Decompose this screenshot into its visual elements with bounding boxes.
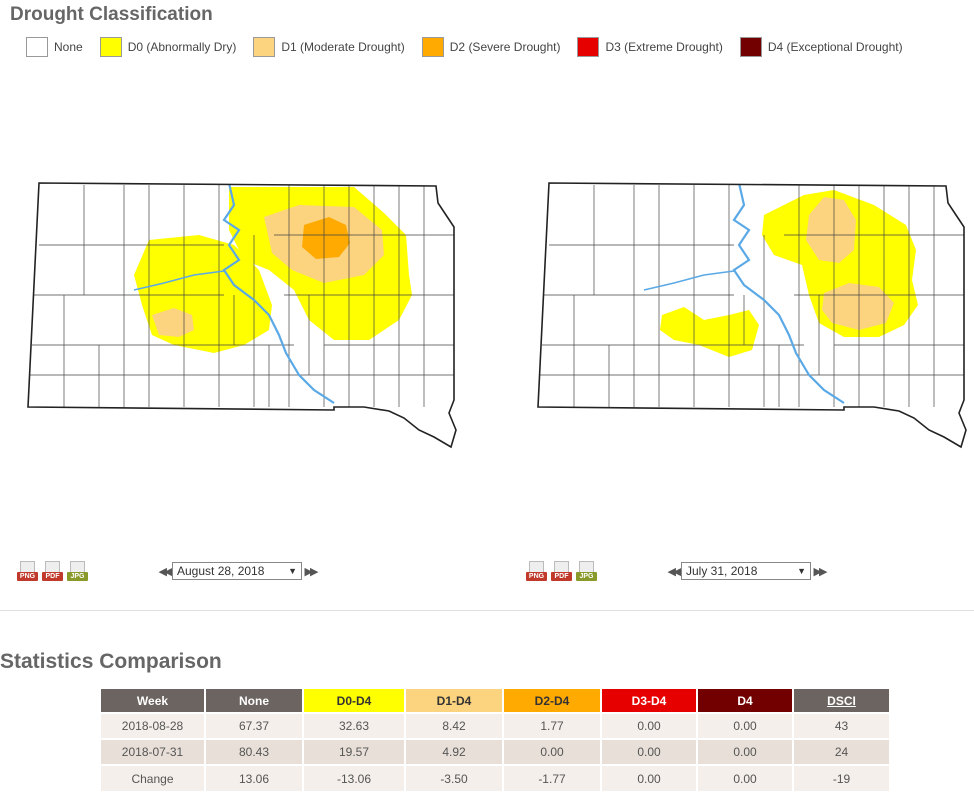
map-controls-previous: PNG PDF JPG ◀◀ July 31, 2018 ▼ ▶▶ — [526, 561, 827, 581]
table-cell: 0.00 — [601, 712, 698, 739]
table-cell: 43 — [793, 712, 891, 739]
header-d3-d4: D3-D4 — [601, 689, 698, 713]
table-cell: 0.00 — [697, 738, 794, 765]
d0-area-west — [660, 307, 759, 357]
chevron-down-icon: ▼ — [288, 566, 297, 576]
table-cell: 0.00 — [601, 738, 698, 765]
prev-week-icon[interactable]: ◀◀ — [667, 565, 682, 578]
prev-week-icon[interactable]: ◀◀ — [158, 565, 173, 578]
map-svg-previous — [537, 182, 967, 449]
download-pdf-icon[interactable]: PDF — [551, 561, 572, 581]
missouri-river — [732, 183, 845, 404]
header-d1-d4: D1-D4 — [405, 689, 504, 713]
legend-item-d3: D3 (Extreme Drought) — [577, 37, 723, 57]
legend-item-d2: D2 (Severe Drought) — [421, 37, 561, 57]
statistics-table: Week None D0-D4 D1-D4 D2-D4 D3-D4 D4 DSC… — [101, 689, 891, 791]
table-cell: 80.43 — [205, 738, 304, 765]
table-cell: 19.57 — [303, 738, 406, 765]
header-d2-d4: D2-D4 — [503, 689, 602, 713]
section-divider — [0, 610, 974, 611]
header-d4: D4 — [697, 689, 794, 713]
county-lines — [30, 185, 454, 407]
drought-map-current — [24, 175, 464, 460]
download-png-icon[interactable]: PNG — [17, 561, 38, 581]
map-svg-current — [27, 182, 457, 449]
legend-item-d4: D4 (Exceptional Drought) — [739, 37, 903, 57]
state-outline-current — [27, 182, 457, 449]
legend-swatch-none — [26, 37, 48, 57]
table-cell: 4.92 — [405, 738, 504, 765]
table-cell: -1.77 — [503, 764, 602, 791]
date-select-current[interactable]: August 28, 2018 ▼ — [172, 562, 302, 580]
drought-legend: None D0 (Abnormally Dry) D1 (Moderate Dr… — [26, 37, 920, 57]
header-dsci-link[interactable]: DSCI — [793, 689, 891, 713]
next-week-icon[interactable]: ▶▶ — [813, 565, 828, 578]
table-cell: Change — [101, 764, 206, 791]
legend-label-d3: D3 (Extreme Drought) — [605, 40, 723, 54]
cheyenne-river — [643, 270, 735, 291]
county-lines — [540, 185, 964, 407]
d1-area-north — [806, 197, 856, 263]
legend-label-d4: D4 (Exceptional Drought) — [767, 40, 903, 54]
cheyenne-river — [133, 270, 225, 291]
legend-label-none: None — [54, 40, 83, 54]
legend-item-none: None — [26, 37, 83, 57]
legend-item-d0: D0 (Abnormally Dry) — [99, 37, 237, 57]
table-cell: 1.77 — [503, 712, 602, 739]
map-controls-current: PNG PDF JPG ◀◀ August 28, 2018 ▼ ▶▶ — [17, 561, 318, 581]
stats-title: Statistics Comparison — [0, 650, 222, 673]
date-select-value: July 31, 2018 — [686, 564, 758, 578]
table-cell: 67.37 — [205, 712, 304, 739]
table-row: 2018-08-28 67.37 32.63 8.42 1.77 0.00 0.… — [101, 712, 891, 739]
page-title: Drought Classification — [10, 4, 213, 25]
next-week-icon[interactable]: ▶▶ — [304, 565, 319, 578]
table-cell: 0.00 — [503, 738, 602, 765]
d2-area — [302, 217, 350, 259]
table-cell: -19 — [793, 764, 891, 791]
table-cell: 2018-07-31 — [101, 738, 206, 765]
download-jpg-icon[interactable]: JPG — [67, 561, 88, 581]
legend-swatch-d2 — [421, 37, 444, 57]
legend-swatch-d1 — [253, 37, 276, 57]
legend-label-d0: D0 (Abnormally Dry) — [127, 40, 237, 54]
table-row: Change 13.06 -13.06 -3.50 -1.77 0.00 0.0… — [101, 764, 891, 791]
table-cell: 2018-08-28 — [101, 712, 206, 739]
download-png-icon[interactable]: PNG — [526, 561, 547, 581]
table-cell: -3.50 — [405, 764, 504, 791]
date-select-value: August 28, 2018 — [177, 564, 265, 578]
state-outline-previous — [537, 182, 967, 449]
table-cell: 24 — [793, 738, 891, 765]
legend-item-d1: D1 (Moderate Drought) — [253, 37, 405, 57]
table-cell: 0.00 — [697, 712, 794, 739]
date-select-previous[interactable]: July 31, 2018 ▼ — [681, 562, 811, 580]
header-d0-d4: D0-D4 — [303, 689, 406, 713]
d1-area-west — [152, 308, 194, 337]
table-header-row: Week None D0-D4 D1-D4 D2-D4 D3-D4 D4 DSC… — [101, 689, 891, 713]
table-row: 2018-07-31 80.43 19.57 4.92 0.00 0.00 0.… — [101, 738, 891, 765]
header-none: None — [205, 689, 304, 713]
legend-swatch-d3 — [577, 37, 600, 57]
date-nav-previous: ◀◀ July 31, 2018 ▼ ▶▶ — [665, 562, 827, 580]
download-jpg-icon[interactable]: JPG — [576, 561, 597, 581]
header-week: Week — [101, 689, 206, 713]
table-cell: 13.06 — [205, 764, 304, 791]
drought-map-previous — [534, 175, 974, 460]
table-cell: 8.42 — [405, 712, 504, 739]
legend-swatch-d4 — [739, 37, 762, 57]
legend-swatch-d0 — [99, 37, 122, 57]
table-cell: -13.06 — [303, 764, 406, 791]
table-cell: 0.00 — [601, 764, 698, 791]
download-pdf-icon[interactable]: PDF — [42, 561, 63, 581]
missouri-river — [222, 183, 335, 404]
date-nav-current: ◀◀ August 28, 2018 ▼ ▶▶ — [156, 562, 318, 580]
table-cell: 32.63 — [303, 712, 406, 739]
legend-label-d2: D2 (Severe Drought) — [449, 40, 561, 54]
legend-label-d1: D1 (Moderate Drought) — [281, 40, 405, 54]
chevron-down-icon: ▼ — [797, 566, 806, 576]
table-cell: 0.00 — [697, 764, 794, 791]
